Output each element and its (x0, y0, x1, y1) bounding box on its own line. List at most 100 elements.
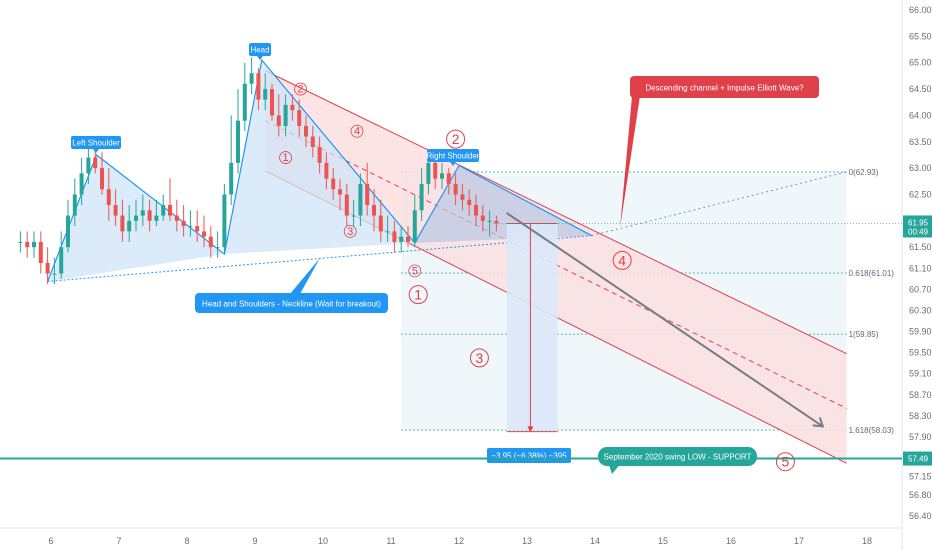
price-tick-label: 59.90 (909, 327, 932, 337)
price-tick-label: 66.00 (909, 5, 932, 15)
candle-body (181, 220, 186, 227)
time-tick-label: 7 (116, 536, 121, 546)
candle-body (412, 210, 417, 242)
candle-body (310, 136, 315, 148)
candle-body (399, 236, 404, 242)
candle-body (270, 89, 274, 116)
candle-body (331, 178, 336, 190)
candle-body (72, 194, 77, 216)
time-tick-label: 18 (862, 536, 872, 546)
candle-body (440, 173, 444, 179)
support-callout-box (598, 447, 757, 466)
wave-large-label: 2 (452, 131, 460, 147)
candle-body (86, 157, 91, 174)
candle-body (487, 220, 492, 222)
candle-body (467, 199, 472, 206)
candle-body (66, 215, 70, 248)
price-tick-label: 57.15 (909, 471, 932, 481)
support-price-badge (903, 451, 932, 466)
pattern-outline (47, 58, 592, 282)
candle-body (222, 194, 227, 248)
price-tick-label: 62.50 (909, 189, 932, 199)
candle-body (134, 215, 138, 221)
neckline-callout-pointer (290, 258, 320, 294)
candle-body (433, 162, 438, 179)
candle-body (324, 162, 329, 179)
wave-large-circle (612, 250, 632, 270)
candle-body (385, 231, 390, 233)
last-price-badge (903, 215, 932, 238)
channel-callout-box (630, 76, 819, 98)
candles (18, 57, 499, 285)
time-tick-label: 9 (252, 536, 257, 546)
neckline-callout: Head and Shoulders - Neckline (Wait for … (202, 300, 381, 309)
candle-body (32, 241, 36, 248)
candle-body (256, 73, 261, 100)
candle-body (249, 73, 254, 84)
time-tick-label: 12 (454, 536, 464, 546)
wave-small-circle (343, 224, 357, 238)
candle-body (290, 104, 295, 111)
candle-body (338, 189, 342, 195)
candle-body (161, 205, 166, 216)
candle-body (215, 247, 220, 249)
candle-body (45, 263, 50, 274)
time-tick-label: 6 (48, 536, 53, 546)
price-tick-label: 63.00 (909, 163, 932, 173)
channel-upper-line (264, 70, 847, 355)
candle-body (453, 183, 458, 195)
candle-body (195, 226, 200, 232)
candle-body (276, 115, 281, 126)
wave-small-label: 1 (283, 152, 289, 164)
price-tick-label: 60.30 (909, 305, 932, 315)
left-shoulder-label-box (71, 136, 121, 149)
projection-arrowhead (812, 417, 825, 428)
time-tick-label: 15 (658, 536, 668, 546)
wave-small-circle (294, 82, 307, 96)
right-shoulder-label: Right Shoulder (427, 152, 480, 161)
neckline-extension (591, 171, 847, 237)
price-tick-label: 60.70 (909, 284, 932, 294)
price-tick-label: 57.90 (909, 432, 932, 442)
candle-body (419, 183, 424, 211)
price-tick-label: 65.50 (909, 31, 932, 41)
elliott-wave-labels: 1 2 3 4 5 1 2 3 4 5 (279, 82, 795, 472)
wave-large-label: 5 (782, 454, 790, 470)
candle-body (480, 215, 485, 221)
wave-large-label: 3 (476, 350, 484, 366)
wave-small-circle (350, 124, 364, 138)
measure-arrowhead (527, 426, 534, 433)
candle-body (113, 205, 118, 216)
fib-level-label: 0(62.93) (849, 168, 879, 177)
fib-level-label: 1.618(58.03) (849, 426, 895, 435)
callouts: Head and Shoulders - Neckline (Wait for … (195, 76, 819, 474)
time-axis: 6 7 8 9 10 11 12 13 14 15 16 17 18 (48, 536, 872, 546)
candle-body (93, 157, 98, 169)
wave-large-circle (775, 452, 795, 472)
candle-body (140, 210, 145, 216)
right-shoulder-label-pointer (450, 162, 456, 166)
wave-small-label: 4 (354, 126, 360, 138)
candle-body (202, 231, 206, 237)
time-tick-label: 13 (522, 536, 532, 546)
price-tick-label: 59.50 (909, 348, 932, 358)
candle-body (18, 241, 23, 243)
wave-small-label: 5 (412, 265, 418, 277)
price-tick-label: 64.00 (909, 110, 932, 120)
measure-label: −3.95 (−6.38%) −395 (491, 452, 567, 461)
projection-arrow (506, 212, 825, 428)
candle-body (406, 236, 410, 242)
candle-body (474, 205, 478, 216)
candle-body (127, 220, 132, 232)
projection-line (506, 212, 824, 428)
candle-body (59, 247, 64, 274)
candle-body (25, 241, 30, 248)
candle-body (236, 120, 240, 163)
candle-body (297, 110, 302, 126)
candle-body (446, 173, 451, 184)
time-tick-label: 14 (590, 536, 600, 546)
candle-body (365, 183, 370, 206)
head-label: Head (250, 46, 269, 55)
